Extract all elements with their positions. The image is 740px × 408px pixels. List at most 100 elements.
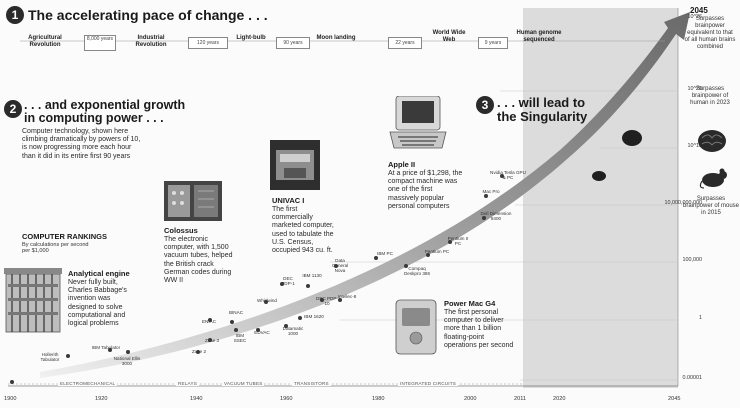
singularity-year: 2045: [690, 6, 708, 15]
label-ibm-1130: IBM 1130: [302, 273, 322, 278]
apple-ii-title: Apple II: [388, 160, 416, 169]
data-point-dot: [298, 316, 302, 320]
y-label-10-20: 10^20: [687, 86, 702, 92]
y-label-10-15: 10^15: [687, 143, 702, 149]
future-region: [523, 8, 678, 388]
data-point-dot: [208, 338, 212, 342]
analytical-engine-text: Never fully built, Charles Babbage's inv…: [68, 279, 127, 328]
milestone-moon: Moon landing: [316, 35, 356, 41]
data-point-dot: [306, 284, 310, 288]
label-binac: BINAC: [228, 310, 244, 315]
univac-text: The first commercially marketed computer…: [272, 206, 334, 255]
label-ibm-1620: IBM 1620: [304, 314, 324, 319]
power-mac-text: The first personal computer to deliver m…: [444, 309, 514, 349]
interval-1: 8,000 years: [84, 35, 116, 51]
data-point-dot: [374, 256, 378, 260]
power-mac-image: [394, 298, 438, 356]
data-point-dot: [448, 240, 452, 244]
label-data-general-nova: Data General Nova: [331, 258, 349, 274]
label-zuse-3: Zuse 3: [204, 338, 220, 343]
section-1-badge: 1: [6, 6, 24, 24]
data-point-dot: [196, 350, 200, 354]
data-point-dot: [484, 194, 488, 198]
data-point-dot: [66, 354, 70, 358]
small-mouse-icon: [590, 168, 608, 182]
analytical-engine-title: Analytical engine: [68, 269, 130, 278]
data-point-dot: [404, 264, 408, 268]
interval-3: 90 years: [276, 37, 310, 49]
y-label-100k: 100,000: [682, 257, 703, 263]
label-nvidia: Nvidia Tesla GPU & PC: [490, 170, 526, 181]
era-transistors: TRANSISTORS: [292, 381, 331, 386]
data-points: [10, 174, 504, 384]
rankings-title: COMPUTER RANKINGS: [22, 232, 108, 241]
interval-4: 22 years: [388, 37, 422, 49]
section-1-title: The accelerating pace of change . . .: [28, 7, 268, 23]
section-3-title: . . . will lead to the Singularity: [497, 95, 588, 124]
interval-2: 120 years: [188, 37, 228, 49]
x-label-1980: 1980: [372, 396, 385, 402]
label-ibm-pc: IBM PC: [377, 251, 393, 256]
data-point-dot: [10, 380, 14, 384]
colossus-text: The electronic computer, with 1,500 vacu…: [164, 236, 233, 285]
interval-5: 9 years: [478, 37, 508, 49]
x-label-1940: 1940: [190, 396, 203, 402]
label-dell: Dell Dimension 8400: [480, 211, 512, 222]
data-point-dot: [280, 282, 284, 286]
milestone-industrial: Industrial Revolution: [135, 35, 167, 48]
data-point-dot: [264, 300, 268, 304]
y-label-small: 0.00001: [682, 375, 703, 381]
label-zuse-2: Zuse 2: [191, 349, 207, 354]
data-point-dot: [234, 328, 238, 332]
x-label-1900: 1900: [4, 396, 17, 402]
milestone-genome: Human genome sequenced: [516, 30, 562, 43]
label-mac-pro: Mac Pro: [482, 189, 500, 194]
y-label-10-26: 10^26: [687, 14, 702, 20]
univac-title: UNIVAC I: [272, 196, 305, 205]
label-eniac: ENIAC: [201, 319, 217, 324]
analytical-engine-image: [4, 266, 62, 336]
label-pentium-ii: Pentium II PC: [447, 236, 469, 247]
section-2-body: Computer technology, shown here climbing…: [22, 128, 141, 160]
x-label-1960: 1960: [280, 396, 293, 402]
label-pentium-pc: Pentium PC: [424, 249, 450, 254]
x-label-2045: 2045: [668, 396, 681, 402]
data-point-dot: [256, 328, 260, 332]
univac-image: [270, 140, 320, 190]
data-point-dot: [208, 318, 212, 322]
mouse-icon: [698, 166, 730, 190]
x-label-2011: 2011: [514, 396, 527, 402]
x-label-2000: 2000: [464, 396, 477, 402]
milestone-www: World Wide Web: [432, 30, 466, 43]
label-ibm-tabulator: IBM Tabulator: [91, 345, 121, 350]
data-point-dot: [320, 298, 324, 302]
milestone-lightbulb: Light-bulb: [236, 35, 266, 41]
data-point-dot: [126, 350, 130, 354]
x-label-1920: 1920: [95, 396, 108, 402]
data-point-dot: [284, 324, 288, 328]
era-electromechanical: ELECTROMECHANICAL: [58, 381, 118, 386]
label-dec-pdp-10: DEC PDP-10: [316, 296, 338, 307]
data-point-dot: [334, 264, 338, 268]
label-intellec-8: Intellec-8: [337, 294, 357, 299]
power-mac-title: Power Mac G4: [444, 299, 496, 308]
label-hollerith: Hollerith Tabulator: [40, 352, 60, 363]
label-national-ellis: National Ellis 3000: [113, 356, 141, 367]
y-label-1: 1: [699, 315, 702, 321]
label-whirlwind: Whirlwind: [257, 298, 277, 303]
apple-ii-image: [388, 96, 448, 150]
data-point-dot: [108, 348, 112, 352]
colossus-title: Colossus: [164, 226, 198, 235]
rankings-subtitle: By calculations per second per $1,000: [22, 242, 89, 255]
singularity-all-brains: Surpasses brainpower equivalent to that …: [684, 16, 736, 50]
section-2-title: . . . and exponential growth in computin…: [24, 98, 186, 125]
singularity-mouse: Surpasses brainpower of mouse in 2015: [682, 196, 740, 216]
label-compaq: Compaq Deskpro 386: [403, 266, 431, 277]
era-relays: RELAYS: [176, 381, 199, 386]
data-point-dot: [230, 320, 234, 324]
milestone-agricultural: Agricultural Revolution: [28, 35, 62, 48]
apple-ii-text: At a price of $1,298, the compact machin…: [388, 170, 463, 210]
label-edvac: EDVAC: [254, 330, 270, 335]
data-point-dot: [338, 298, 342, 302]
